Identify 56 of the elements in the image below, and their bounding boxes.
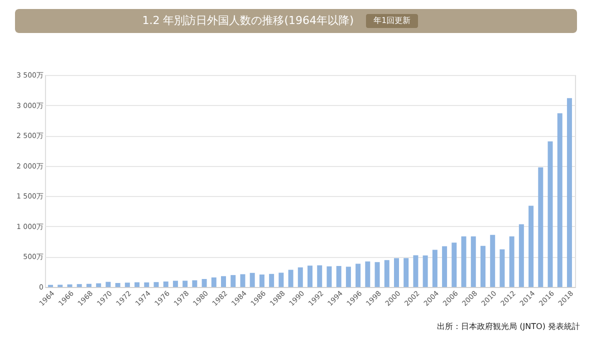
bar <box>240 274 246 287</box>
bar <box>365 261 370 287</box>
bar <box>172 280 178 287</box>
bar <box>374 262 380 287</box>
text: 出所：日本政府観光局 (JNTO) 発表統計 <box>437 322 580 331</box>
bar <box>500 249 505 287</box>
bar <box>221 276 226 287</box>
bar <box>326 266 332 287</box>
bar <box>154 282 159 287</box>
bar <box>134 282 140 287</box>
bar <box>336 266 342 287</box>
bar <box>461 236 466 287</box>
bar <box>202 279 207 287</box>
bar <box>288 270 294 287</box>
bar <box>230 275 236 287</box>
bar <box>278 272 284 287</box>
bar <box>76 284 82 287</box>
chart-title: 1.2 年別訪日外国人数の推移(1964年以降) <box>142 14 354 27</box>
bar <box>96 283 102 287</box>
bar <box>211 277 216 287</box>
bar <box>480 246 486 287</box>
bar <box>124 282 130 287</box>
bar <box>317 265 322 287</box>
bar <box>538 167 544 287</box>
bar <box>346 266 351 287</box>
bar <box>115 283 120 287</box>
bar <box>432 250 438 287</box>
bar <box>192 280 198 287</box>
bar <box>548 141 553 287</box>
bar <box>384 260 390 287</box>
bar <box>269 274 274 287</box>
bar <box>470 236 476 287</box>
bar <box>404 258 409 287</box>
bar <box>518 224 524 287</box>
bar <box>356 264 361 287</box>
bar <box>509 236 514 287</box>
bar <box>490 234 496 287</box>
bar <box>308 266 312 287</box>
bar <box>259 274 264 287</box>
bar <box>452 242 457 287</box>
bar <box>298 267 303 287</box>
bar <box>566 98 572 287</box>
bar <box>250 272 255 287</box>
bar <box>163 281 168 287</box>
bar <box>442 246 448 287</box>
bar <box>557 113 562 287</box>
bar <box>182 280 188 287</box>
bar <box>413 255 418 287</box>
bar <box>67 284 72 287</box>
bar <box>422 255 428 287</box>
bar <box>86 284 92 287</box>
chart-subtitle: 年1回更新 <box>373 16 411 25</box>
bar <box>106 282 111 287</box>
bar <box>394 258 399 287</box>
bar <box>528 206 534 287</box>
bar <box>144 282 150 287</box>
